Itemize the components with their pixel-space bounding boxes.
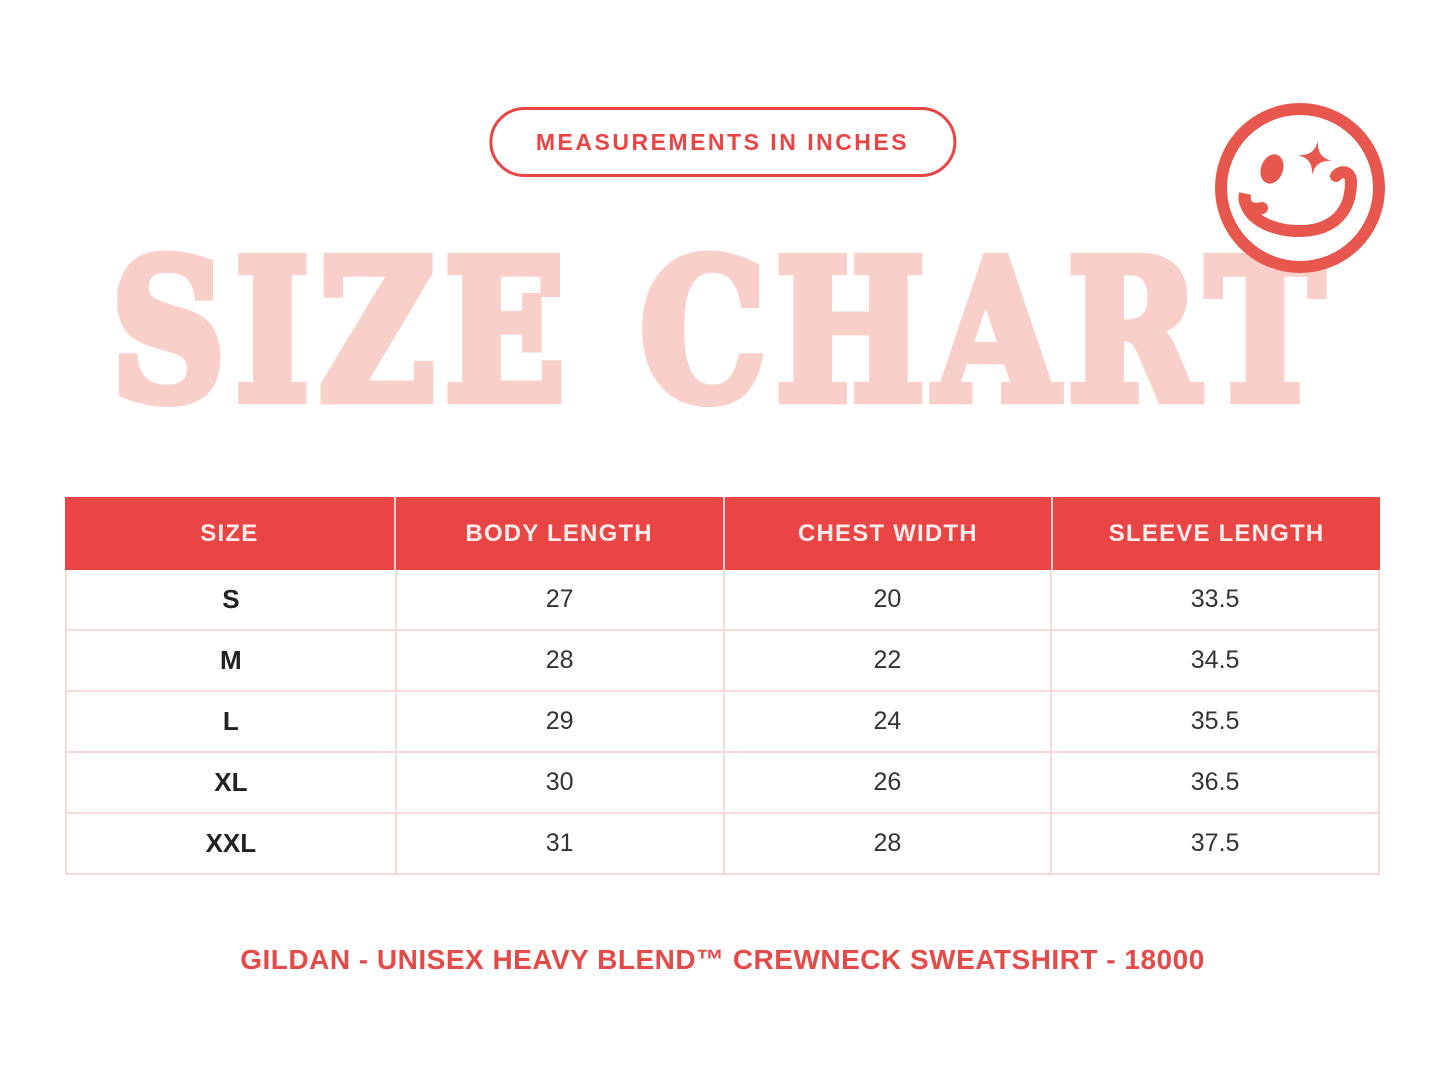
table-row-m-body-length: 28 <box>394 629 723 690</box>
table-row-l-body-length: 29 <box>394 690 723 751</box>
measurement-unit-label: MEASUREMENTS IN INCHES <box>535 128 910 155</box>
product-caption-text: GILDAN - UNISEX HEAVY BLEND™ CREWNECK SW… <box>240 944 1205 975</box>
product-caption: GILDAN - UNISEX HEAVY BLEND™ CREWNECK SW… <box>0 944 1445 976</box>
table-row-xl-size: XL <box>67 751 395 812</box>
table-row-xxl-sleeve-length: 37.5 <box>1050 812 1378 873</box>
table-body: S 27 20 33.5 M 28 22 34.5 L 29 24 35.5 X… <box>65 570 1380 875</box>
measurement-unit-badge: MEASUREMENTS IN INCHES <box>488 107 957 177</box>
table-row-m-sleeve-length: 34.5 <box>1050 629 1378 690</box>
table-row-s-size: S <box>222 584 240 614</box>
header-cell-size: SIZE <box>200 519 259 547</box>
table-row-s-body-length: 27 <box>394 570 723 629</box>
page-title-text: SIZE CHART <box>107 219 1334 446</box>
table-row-l-sleeve-length: 35.5 <box>1050 690 1378 751</box>
header-cell-sleeve-length: SLEEVE LENGTH <box>1051 497 1380 570</box>
smiley-left-eye <box>1260 154 1284 184</box>
header-cell-chest-width: CHEST WIDTH <box>722 497 1052 570</box>
header-cell-body-length: BODY LENGTH <box>393 497 723 570</box>
table-row-l-size: L <box>67 690 395 751</box>
table-row-xl-chest-width: 26 <box>722 751 1051 812</box>
table-row-xl-body-length: 30 <box>394 751 723 812</box>
table-row-xxl-body-length: 31 <box>394 812 723 873</box>
size-table: SIZE BODY LENGTH CHEST WIDTH SLEEVE LENG… <box>65 497 1380 875</box>
table-row-s-sleeve-length: 33.5 <box>1050 570 1378 629</box>
table-row-m-chest-width: 22 <box>722 629 1051 690</box>
table-row-s-chest-width: 20 <box>722 570 1051 629</box>
table-row-xl-sleeve-length: 36.5 <box>1050 751 1378 812</box>
winking-smiley-icon <box>1215 103 1385 273</box>
smiley-sparkle-eye <box>1298 141 1332 175</box>
table-row-l-chest-width: 24 <box>722 690 1051 751</box>
table-row-xxl-chest-width: 28 <box>722 812 1051 873</box>
smiley-mouth <box>1238 166 1358 238</box>
table-row-m-size: M <box>67 629 395 690</box>
table-row-xxl-size: XXL <box>67 812 395 873</box>
table-header-row: SIZE BODY LENGTH CHEST WIDTH SLEEVE LENG… <box>65 497 1380 570</box>
